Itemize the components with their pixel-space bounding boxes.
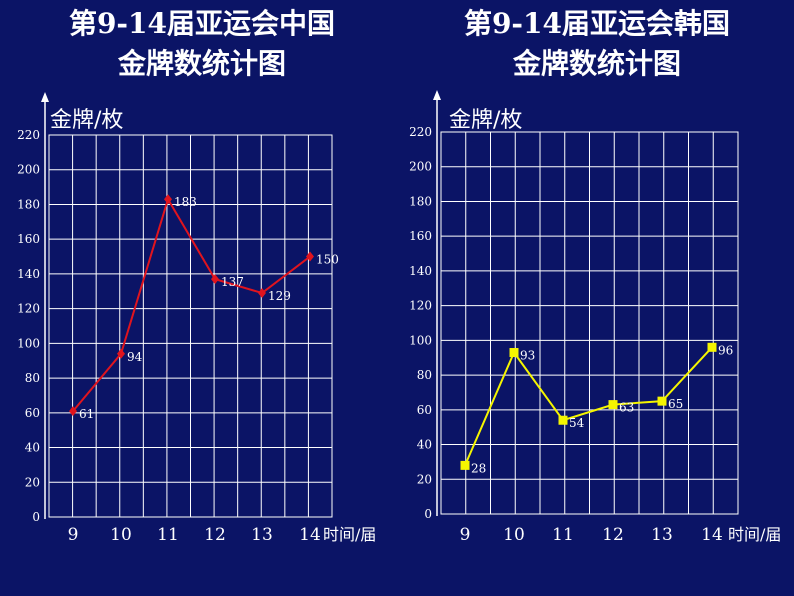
korea-chart-title: 第9-14届亚运会韩国 金牌数统计图 [407,4,787,84]
korea-data-label: 93 [520,349,535,363]
korea-data-point [707,342,717,352]
china-y-axis-label: 金牌/枚 [50,108,123,133]
china-x-tick-label: 12 [204,525,226,545]
korea-data-point [460,460,470,470]
korea-y-tick-label: 220 [409,125,432,139]
china-y-tick-label: 0 [32,510,40,524]
china-chart-title: 第9-14届亚运会中国 金牌数统计图 [12,4,392,84]
china-data-point [306,251,314,262]
korea-series-line [464,346,713,466]
korea-x-tick-label: 13 [651,525,673,545]
korea-y-axis-arrow [433,90,441,100]
korea-y-tick-label: 140 [409,264,432,278]
china-x-tick-label: 13 [251,525,273,545]
china-title-line-2: 金牌数统计图 [117,47,286,80]
china-data-label: 137 [221,275,244,289]
korea-title-line-2: 金牌数统计图 [512,47,681,80]
korea-x-tick-label: 11 [552,525,574,545]
china-y-axis-arrow [41,92,49,102]
china-data-point [258,288,266,299]
korea-y-tick-label: 80 [417,368,432,382]
china-data-point [211,274,219,285]
korea-y-tick-label: 60 [417,403,432,417]
china-y-tick-label: 180 [17,197,40,211]
china-x-tick-label: 11 [157,525,179,545]
korea-y-tick-label: 100 [409,333,432,347]
korea-y-tick-label: 40 [417,438,432,452]
china-title-line-1: 第9-14届亚运会中国 [68,7,336,40]
korea-x-tick-label: 9 [460,525,471,545]
china-x-tick-label: 10 [110,525,132,545]
korea-data-label: 65 [668,397,683,411]
korea-x-axis-label: 时间/届 [728,525,781,544]
korea-y-tick-label: 20 [417,472,432,486]
korea-data-label: 63 [619,401,634,415]
korea-x-tick-label: 12 [602,525,624,545]
korea-y-tick-label: 0 [424,507,432,521]
china-data-point [69,406,77,417]
korea-y-axis-label: 金牌/枚 [449,108,522,133]
korea-data-point [657,396,667,406]
china-y-tick-label: 120 [17,302,40,316]
china-y-tick-label: 200 [17,163,40,177]
korea-data-point [509,348,519,358]
korea-data-label: 28 [471,461,486,475]
china-y-tick-label: 20 [25,475,40,489]
china-y-tick-label: 160 [17,232,40,246]
china-y-tick-label: 80 [25,371,40,385]
korea-title-line-1: 第9-14届亚运会韩国 [463,7,731,40]
china-data-label: 150 [316,253,339,267]
china-y-tick-label: 220 [17,128,40,142]
china-y-tick-label: 60 [25,406,40,420]
china-data-label: 129 [268,289,291,303]
china-data-point [164,194,172,205]
korea-data-point [608,400,618,410]
china-y-tick-label: 40 [25,441,40,455]
china-data-label: 61 [79,407,94,421]
china-y-tick-label: 140 [17,267,40,281]
korea-x-tick-label: 10 [503,525,525,545]
china-x-tick-label: 14 [299,525,321,545]
korea-x-tick-label: 14 [701,525,723,545]
china-series-line [72,196,311,412]
china-data-label: 94 [127,350,143,364]
korea-data-point [558,415,568,425]
korea-y-tick-label: 200 [409,160,432,174]
korea-y-tick-label: 160 [409,229,432,243]
korea-data-label: 54 [569,416,585,430]
china-data-point [117,348,125,359]
korea-data-label: 96 [718,343,733,357]
china-x-tick-label: 9 [68,525,79,545]
korea-y-tick-label: 120 [409,299,432,313]
china-x-axis-label: 时间/届 [323,525,376,544]
korea-y-tick-label: 180 [409,194,432,208]
china-y-tick-label: 100 [17,336,40,350]
china-data-label: 183 [174,195,197,209]
